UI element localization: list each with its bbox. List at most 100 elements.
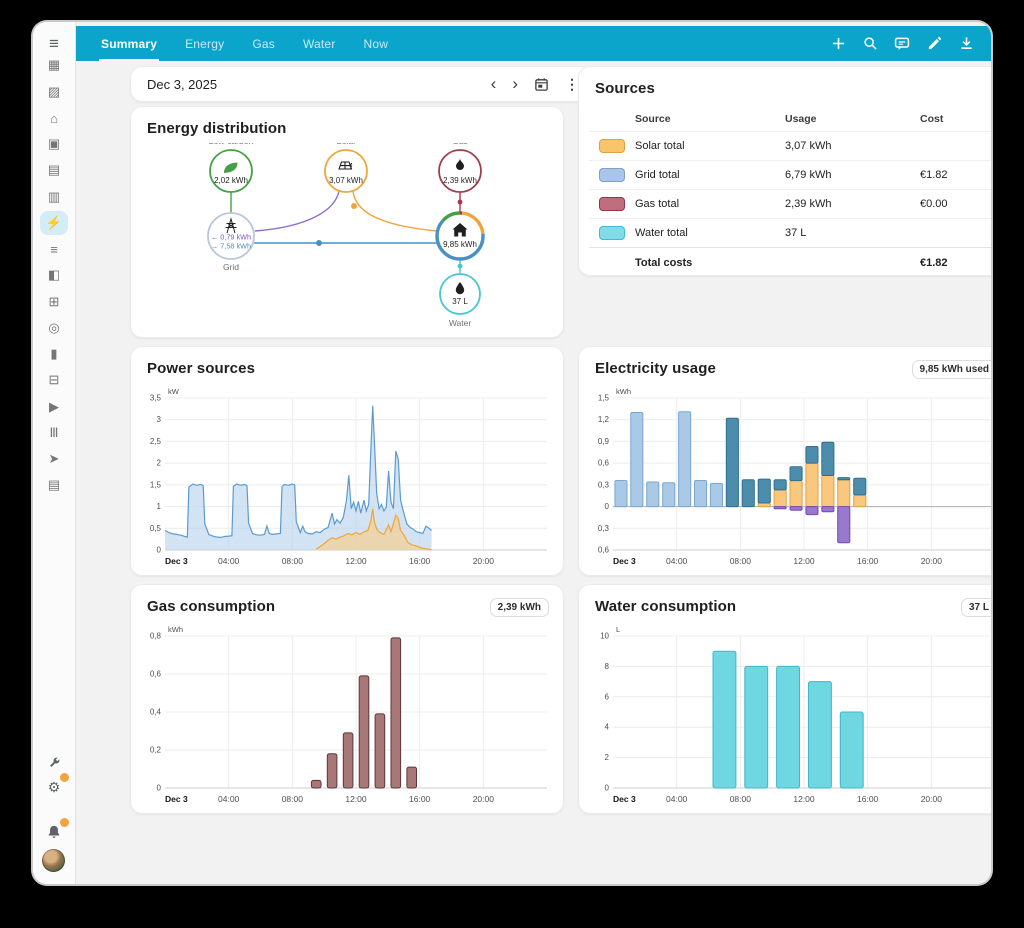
date-picker-card: Dec 3, 2025 ‹ › ⋮ bbox=[130, 66, 592, 102]
energy-distribution-diagram[interactable]: Low-carbon 2,02 kWh Solar 3,07 kWh Gas 2,39 k… bbox=[131, 143, 563, 335]
tab-energy[interactable]: Energy bbox=[185, 36, 225, 51]
svg-text:04:00: 04:00 bbox=[218, 556, 240, 566]
svg-text:12:00: 12:00 bbox=[793, 556, 815, 566]
sidebar-item-rooms[interactable]: ▤ bbox=[47, 162, 61, 177]
source-color-swatch bbox=[599, 226, 625, 240]
svg-text:6: 6 bbox=[605, 692, 610, 701]
water-consumption-chart[interactable]: 10 8 6 4 2 0 L Dec 3 04:00 08:00 12:00 16:00 20:00 bbox=[587, 622, 991, 808]
sidebar-item-explore[interactable]: ◎ bbox=[48, 320, 60, 335]
svg-text:2,39 kWh: 2,39 kWh bbox=[443, 176, 477, 185]
sidebar-item-board[interactable]: ▣ bbox=[47, 136, 61, 151]
sidebar-item-map[interactable]: ▨ bbox=[47, 84, 61, 99]
notification-badge bbox=[58, 816, 71, 829]
svg-text:Dec 3: Dec 3 bbox=[613, 556, 636, 566]
source-usage: 2,39 kWh bbox=[785, 198, 832, 210]
svg-text:4: 4 bbox=[605, 723, 610, 732]
download-icon[interactable] bbox=[955, 33, 977, 55]
card-title: Sources bbox=[595, 80, 655, 97]
home-icon bbox=[452, 223, 468, 237]
svg-text:08:00: 08:00 bbox=[730, 556, 752, 566]
svg-text:kW: kW bbox=[168, 387, 180, 396]
gas-consumption-chart[interactable]: 0,8 0,6 0,4 0,2 0 kWh Dec 3 04:00 08:00 12:00 16:0… bbox=[139, 622, 555, 808]
electricity-usage-chart[interactable]: 1,5 1,2 0,9 0,6 0,3 0 0,3 0,6 kWh Dec 3 04:00 08:00… bbox=[587, 384, 991, 570]
edit-pencil-icon[interactable] bbox=[923, 33, 945, 55]
developer-tools-icon[interactable] bbox=[40, 750, 68, 774]
svg-text:0,3: 0,3 bbox=[598, 524, 610, 533]
tab-now[interactable]: Now bbox=[363, 36, 389, 51]
sidebar-item-history[interactable]: ◧ bbox=[47, 267, 61, 282]
svg-text:2,5: 2,5 bbox=[150, 437, 162, 446]
sidebar-item-energy[interactable]: ⚡ bbox=[40, 211, 68, 235]
sidebar-item-media[interactable]: ▶ bbox=[49, 399, 59, 414]
sidebar-item-inventory[interactable]: ▤ bbox=[47, 477, 61, 492]
svg-text:Grid: Grid bbox=[223, 262, 239, 272]
top-bar: Summary Energy Gas Water Now bbox=[75, 26, 991, 61]
svg-text:16:00: 16:00 bbox=[857, 556, 879, 566]
svg-text:04:00: 04:00 bbox=[666, 556, 688, 566]
tab-water[interactable]: Water bbox=[302, 36, 336, 51]
sidebar-item-send[interactable]: ➤ bbox=[48, 451, 60, 466]
next-day-icon[interactable]: › bbox=[512, 74, 518, 93]
home-node[interactable] bbox=[435, 211, 485, 261]
card-title: Energy distribution bbox=[147, 120, 287, 137]
grid-node[interactable] bbox=[207, 212, 255, 260]
svg-text:Water: Water bbox=[449, 318, 472, 328]
svg-text:16:00: 16:00 bbox=[409, 794, 431, 804]
assist-chat-icon[interactable] bbox=[891, 33, 913, 55]
svg-text:Low-carbon: Low-carbon bbox=[209, 143, 254, 146]
svg-text:20:00: 20:00 bbox=[921, 556, 943, 566]
svg-text:1,5: 1,5 bbox=[598, 394, 610, 403]
source-color-swatch bbox=[599, 197, 625, 211]
power-sources-chart[interactable]: 0 0,5 1 1,5 2 2,5 3 3,5 kW Dec 3 04:00 08:00 12:00 16… bbox=[139, 384, 555, 570]
sidebar-item-overview[interactable]: ▦ bbox=[47, 57, 61, 72]
svg-text:2: 2 bbox=[157, 459, 162, 468]
svg-text:04:00: 04:00 bbox=[218, 794, 240, 804]
search-icon[interactable] bbox=[859, 33, 881, 55]
chart-badge: 9,85 kWh used bbox=[911, 360, 991, 379]
menu-icon[interactable]: ≡ bbox=[49, 34, 59, 53]
chart-badge: 37 L bbox=[960, 598, 991, 617]
svg-text:0,3: 0,3 bbox=[598, 480, 610, 489]
add-icon[interactable] bbox=[827, 33, 849, 55]
svg-text:0,9: 0,9 bbox=[598, 437, 610, 446]
sidebar: ≡ ▦ ▨ ⌂ ▣ ▤ ▥ ⚡ ≡ ◧ ⊞ ◎ ▮ ⊟ ▶ Ⅲ ➤ ▤ ⚙ bbox=[33, 22, 76, 884]
sidebar-item-todo-list[interactable]: ≡ bbox=[50, 241, 58, 257]
tab-summary[interactable]: Summary bbox=[87, 26, 171, 61]
leaf-icon bbox=[224, 162, 238, 173]
selected-date[interactable]: Dec 3, 2025 bbox=[147, 76, 218, 92]
svg-text:0,6: 0,6 bbox=[598, 546, 610, 555]
sidebar-item-areas[interactable]: ▥ bbox=[47, 189, 61, 204]
svg-text:0,8: 0,8 bbox=[150, 632, 162, 641]
more-options-icon[interactable]: ⋮ bbox=[565, 75, 579, 92]
svg-text:0,6: 0,6 bbox=[150, 670, 162, 679]
electricity-usage-card: Electricity usage 9,85 kWh used 1,5 1,2 0,… bbox=[578, 346, 991, 576]
previous-day-icon[interactable]: ‹ bbox=[490, 74, 497, 93]
calendar-icon[interactable] bbox=[534, 77, 549, 92]
water-consumption-card: Water consumption 37 L 10 8 6 4 2 0 L Dec 3 04:0… bbox=[578, 584, 991, 814]
svg-text:1,2: 1,2 bbox=[598, 415, 610, 424]
source-usage: 37 L bbox=[785, 227, 807, 239]
card-title: Water consumption bbox=[595, 598, 737, 615]
svg-text:12:00: 12:00 bbox=[345, 556, 367, 566]
sidebar-item-calendar[interactable]: ⊞ bbox=[48, 294, 60, 309]
svg-text:3,07 kWh: 3,07 kWh bbox=[329, 176, 363, 185]
card-title: Electricity usage bbox=[595, 360, 716, 377]
settings-gear-icon[interactable]: ⚙ bbox=[40, 771, 71, 799]
flame-icon bbox=[456, 158, 464, 170]
sidebar-item-shelf[interactable]: ⊟ bbox=[48, 372, 60, 387]
svg-text:0,2: 0,2 bbox=[150, 746, 162, 755]
tab-gas[interactable]: Gas bbox=[252, 36, 275, 51]
gas-node[interactable] bbox=[438, 149, 482, 193]
user-avatar[interactable] bbox=[42, 849, 65, 872]
svg-text:20:00: 20:00 bbox=[921, 794, 943, 804]
notifications-bell-icon[interactable] bbox=[40, 816, 71, 844]
source-color-swatch bbox=[599, 168, 625, 182]
solar-panel-icon bbox=[338, 161, 353, 170]
solar-node[interactable] bbox=[324, 149, 368, 193]
sidebar-item-devices[interactable]: ▮ bbox=[50, 346, 58, 361]
source-label: Gas total bbox=[635, 198, 680, 210]
sidebar-item-stats[interactable]: Ⅲ bbox=[49, 425, 59, 440]
sidebar-item-home[interactable]: ⌂ bbox=[50, 110, 58, 126]
svg-text:0,6: 0,6 bbox=[598, 459, 610, 468]
svg-text:16:00: 16:00 bbox=[409, 556, 431, 566]
